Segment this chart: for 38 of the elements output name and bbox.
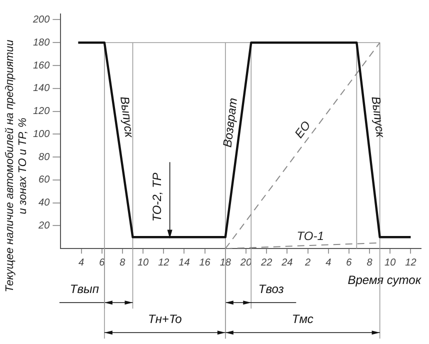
y-tick-label: 60 xyxy=(38,174,50,186)
text: Tн+To xyxy=(148,312,182,326)
y-tick-label: 160 xyxy=(32,60,50,72)
y-tick-label: 80 xyxy=(38,152,50,163)
y-tick-label: 20 xyxy=(38,220,50,232)
x-tick-label: 4 xyxy=(326,257,332,268)
x-tick-label: 4 xyxy=(78,257,84,268)
text: ЕО xyxy=(292,118,314,141)
series-label: ТО-1 xyxy=(296,228,324,243)
y-tick-label: 180 xyxy=(32,37,50,48)
x-tick-label: 10 xyxy=(384,257,396,268)
annotation: Возврат xyxy=(220,97,240,148)
text: Tмс xyxy=(292,312,314,326)
text: Tвоз xyxy=(258,282,284,296)
x-tick-label: 6 xyxy=(99,257,106,268)
x-tick-label: 8 xyxy=(120,257,126,268)
x-tick-label: 14 xyxy=(178,257,190,268)
x-tick-label: 16 xyxy=(199,257,211,268)
y-axis-title: Текущее наличие автомобилей на предприятии и зонах ТО и ТР, % xyxy=(4,40,30,292)
text: Tвып xyxy=(70,282,100,296)
y-tick-label: 40 xyxy=(38,198,50,209)
y-tick-label: 100 xyxy=(32,128,50,140)
annotation: Выпуск xyxy=(118,96,137,140)
y-tick-label: 120 xyxy=(32,106,50,118)
x-tick-label: 2 xyxy=(304,257,311,268)
x-tick-label: 12 xyxy=(158,257,170,268)
x-tick-label: 12 xyxy=(405,257,417,268)
y-tick-label: 200 xyxy=(32,14,50,26)
x-tick-label: 10 xyxy=(137,257,150,268)
annotation: Выпуск xyxy=(368,96,388,140)
x-tick-label: 24 xyxy=(280,257,294,268)
x-tick-label: 18 xyxy=(220,257,232,268)
y-tick-label: 140 xyxy=(32,83,50,94)
x-axis-title: Время суток xyxy=(348,273,422,288)
annotation: ТО-2, ТР xyxy=(150,172,164,222)
x-tick-label: 8 xyxy=(366,257,373,268)
x-tick-label: 22 xyxy=(260,257,273,268)
x-tick-label: 6 xyxy=(346,257,352,268)
